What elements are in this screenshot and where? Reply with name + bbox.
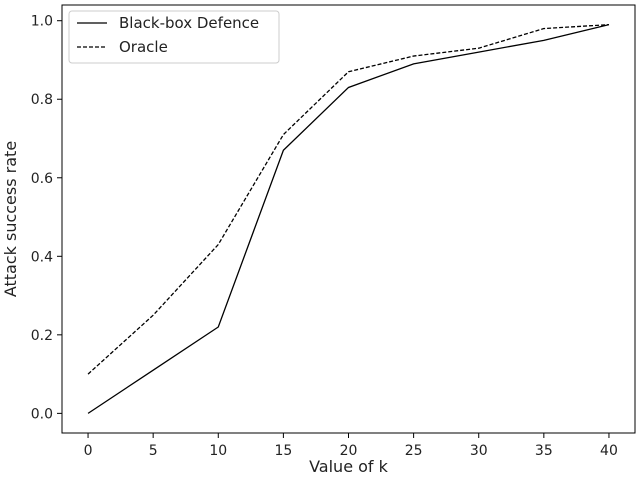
y-tick-label: 0.4 bbox=[31, 249, 53, 265]
x-tick-label: 30 bbox=[470, 443, 488, 459]
x-tick-label: 10 bbox=[209, 443, 227, 459]
legend-entry-oracle: Oracle bbox=[119, 38, 168, 56]
x-axis-label: Value of k bbox=[309, 457, 389, 476]
y-axis-ticks: 0.0 0.2 0.4 0.6 0.8 1.0 bbox=[31, 14, 62, 422]
y-tick-label: 0.6 bbox=[31, 171, 53, 187]
legend: Black-box Defence Oracle bbox=[68, 10, 280, 64]
x-tick-label: 0 bbox=[84, 443, 93, 459]
x-tick-label: 5 bbox=[149, 443, 158, 459]
legend-entry-black-box-defence: Black-box Defence bbox=[119, 14, 259, 32]
x-tick-label: 15 bbox=[274, 443, 292, 459]
x-tick-label: 25 bbox=[405, 443, 423, 459]
plot-lines bbox=[87, 23, 610, 414]
x-tick-label: 35 bbox=[535, 443, 553, 459]
legend-box bbox=[68, 10, 280, 64]
x-tick-label: 40 bbox=[600, 443, 618, 459]
series-line-black-box-defence bbox=[87, 23, 610, 414]
y-axis-label: Attack success rate bbox=[1, 141, 20, 297]
x-tick-label: 20 bbox=[340, 443, 358, 459]
plot-frame bbox=[61, 4, 636, 434]
series-line-oracle bbox=[87, 23, 609, 375]
y-tick-label: 0.8 bbox=[31, 92, 53, 108]
y-tick-label: 0.2 bbox=[31, 328, 53, 344]
x-axis-ticks: 0 5 10 15 20 25 30 35 40 bbox=[84, 433, 618, 459]
y-tick-label: 0.0 bbox=[31, 406, 53, 422]
y-tick-label: 1.0 bbox=[31, 14, 53, 30]
